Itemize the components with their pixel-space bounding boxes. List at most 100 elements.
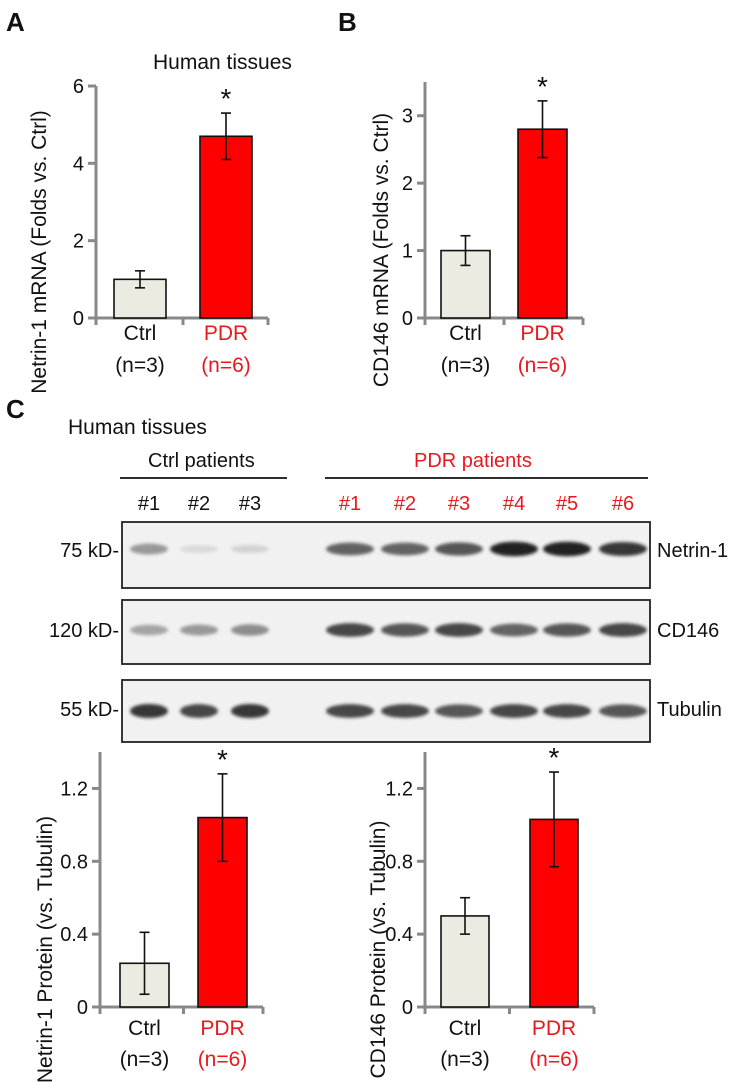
protein-label: CD146 [657,620,719,642]
significance-star: * [221,83,232,114]
blot-band [180,545,218,553]
blot-band [543,623,591,637]
category-label: PDR [532,1017,576,1040]
y-tick-label: 0 [77,997,88,1019]
category-n-label: (n=6) [198,1048,248,1071]
y-tick-label: 0 [402,308,413,330]
mw-marker-label: 120 kD- [49,620,119,642]
y-axis-label: CD146 mRNA (Folds vs. Ctrl) [370,113,393,387]
category-n-label: (n=3) [441,354,491,377]
blot-band [381,623,429,637]
y-tick-label: 6 [73,76,84,98]
category-n-label: (n=3) [440,1048,490,1071]
protein-label: Tubulin [657,699,722,721]
blot-band [490,623,538,637]
category-n-label: (n=3) [120,1048,170,1071]
category-label: Ctrl [128,1017,161,1040]
bar-pdr [199,135,253,319]
mw-marker-label: 75 kD- [60,540,119,562]
y-tick-label: 4 [73,153,84,175]
mw-marker-label: 55 kD- [60,699,119,721]
y-tick-label: 0.4 [60,924,88,946]
y-axis-label: Netrin-1 mRNA (Folds vs. Ctrl) [28,110,51,394]
blot-band [180,624,218,636]
bar-pdr [517,128,568,319]
y-tick-label: 0.4 [385,924,413,946]
protein-label: Netrin-1 [657,540,728,562]
y-tick-label: 3 [402,106,413,128]
blot-band [130,624,168,636]
blot-band [180,704,218,718]
blot-band [231,703,269,719]
blot-band [326,623,374,637]
category-label: Ctrl [449,1017,482,1040]
category-n-label: (n=6) [529,1048,579,1071]
blot-band [490,541,538,557]
category-n-label: (n=6) [518,354,568,377]
y-tick-label: 0 [402,997,413,1019]
blot-band [326,704,374,718]
lane-label-ctrl: #3 [239,493,261,515]
blot-band [435,623,483,637]
pdr-group-label: PDR patients [414,450,532,472]
ctrl-group-label: Ctrl patients [148,450,255,472]
y-tick-label: 0 [73,308,84,330]
chart-cd146-mrna: 0 1 2 3 CD146 mRNA (Folds vs. Ctrl) Ctrl (n=3)… [370,71,585,387]
blot-band [130,543,168,555]
chart-cd146-protein: 0 0.4 0.8 1.2 CD146 Protein (vs. Tubulin) Ctr… [367,742,596,1079]
blot-band [599,623,647,637]
category-label: PDR [200,1017,244,1040]
blot-band [543,541,591,557]
y-tick-label: 1 [402,241,413,263]
lane-label-pdr: #4 [503,493,525,515]
y-tick-label: 0.8 [60,851,88,873]
significance-star: * [537,71,548,102]
y-axis-label: Netrin-1 Protein (vs. Tubulin) [34,816,57,1083]
blot-tubulin: 55 kD- Tubulin [60,679,722,743]
y-tick-label: 2 [73,231,84,253]
y-axis-label: CD146 Protein (vs. Tubulin) [367,821,390,1079]
blot-band [381,704,429,718]
significance-star: * [549,742,560,773]
panel-letter-b: B [338,7,357,37]
lane-label-pdr: #5 [556,493,578,515]
category-n-label: (n=6) [201,354,251,377]
significance-star: * [217,744,228,775]
panel-a-header: Human tissues [153,51,292,74]
y-tick-label: 2 [402,173,413,195]
y-tick-label: 1.2 [385,778,413,800]
panel-letter-c: C [6,394,25,424]
lane-labels: #1 #2 #3 #1 #2 #3 #4 #5 #6 [138,493,634,515]
blot-band [599,704,647,718]
category-label: PDR [520,322,564,345]
panel-letter-a: A [6,7,25,37]
lane-label-ctrl: #1 [138,493,160,515]
lane-label-pdr: #3 [448,493,470,515]
blot-netrin-1: 75 kD- Netrin-1 [60,521,728,589]
chart-netrin-mrna: 0 2 4 6 Netrin-1 mRNA (Folds vs. Ctrl) Ctrl (n… [28,76,270,394]
blot-band [599,541,647,557]
blot-band [435,704,483,718]
category-label: PDR [204,322,248,345]
lane-label-pdr: #6 [612,493,634,515]
blot-band [231,544,269,554]
blot-band [326,542,374,556]
lane-label-ctrl: #2 [188,493,210,515]
y-tick-label: 1.2 [60,778,88,800]
category-label: Ctrl [124,322,157,345]
blot-cd146: 120 kD- CD146 [49,599,719,665]
blot-band [381,542,429,556]
category-label: Ctrl [449,322,482,345]
blot-band [231,624,269,636]
blot-band [435,542,483,556]
lane-label-pdr: #1 [339,493,361,515]
blot-band [130,703,168,719]
y-tick-label: 0.8 [385,851,413,873]
category-n-label: (n=3) [115,354,165,377]
western-blot: Ctrl patients PDR patients #1 #2 #3 #1 #2 #3 #… [49,450,728,743]
blot-strips: 75 kD- Netrin-1 120 kD- CD146 55 kD- Tubulin [49,521,728,743]
blot-band [490,704,538,718]
lane-label-pdr: #2 [394,493,416,515]
